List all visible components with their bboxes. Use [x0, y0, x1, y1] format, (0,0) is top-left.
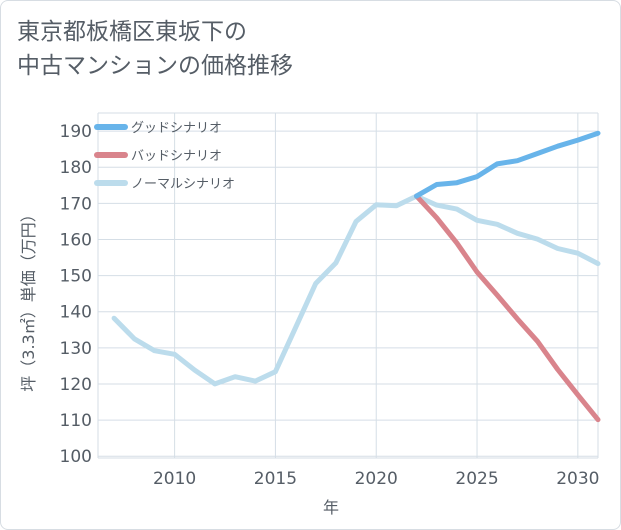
legend-label[interactable]: グッドシナリオ: [131, 121, 222, 136]
chart-title-line1: 東京都板橋区東坂下の: [17, 19, 247, 45]
series-lines: [111, 130, 601, 423]
series-line-1: [414, 193, 601, 423]
y-tick-label: 110: [60, 411, 92, 431]
legend-label[interactable]: ノーマルシナリオ: [131, 177, 235, 192]
y-tick-label: 140: [60, 303, 92, 323]
x-tick-label: 2025: [455, 469, 498, 489]
series-line-0: [414, 130, 601, 199]
y-tick-label: 150: [60, 267, 92, 287]
y-tick-label: 100: [60, 447, 92, 467]
x-axis-label: 年: [323, 498, 339, 517]
y-axis-label: 坪（3.3㎡）単価（万円）: [19, 206, 38, 391]
x-tick-label: 2010: [153, 469, 196, 489]
y-tick-label: 120: [60, 375, 92, 395]
y-axis-ticks: 100 110 120 130 140 150 160 170 180 190: [60, 122, 92, 467]
y-tick-label: 130: [60, 339, 92, 359]
y-tick-label: 170: [60, 194, 92, 214]
x-tick-label: 2020: [355, 469, 398, 489]
y-tick-label: 180: [60, 158, 92, 178]
chart-title-line2: 中古マンションの価格推移: [17, 53, 293, 79]
chart-title: 東京都板橋区東坂下の 中古マンションの価格推移: [17, 15, 293, 83]
legend-label[interactable]: バッドシナリオ: [131, 149, 222, 164]
y-tick-label: 190: [60, 122, 92, 142]
y-tick-label: 160: [60, 230, 92, 250]
grid-lines: [97, 112, 599, 459]
x-tick-label: 2030: [556, 469, 599, 489]
series-line-2: [111, 193, 601, 387]
x-tick-label: 2015: [254, 469, 297, 489]
x-axis-ticks: 2010 2015 2020 2025 2030: [153, 469, 599, 489]
